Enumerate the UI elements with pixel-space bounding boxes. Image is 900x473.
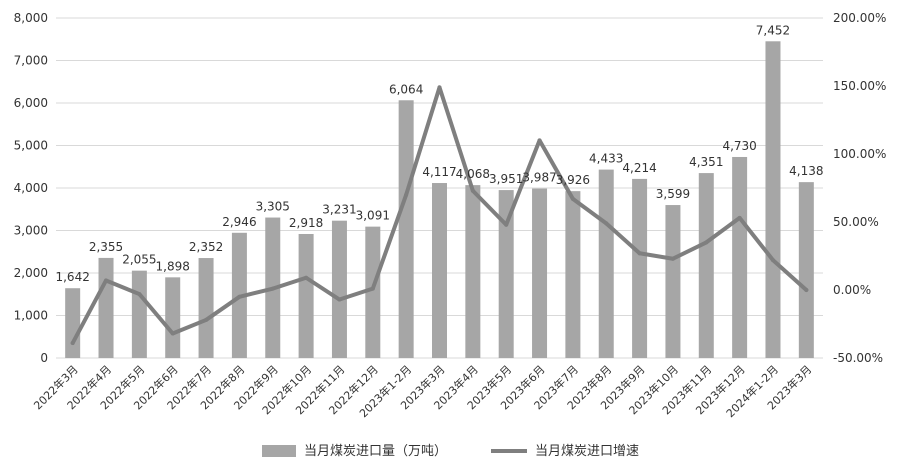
line-point [104,278,109,283]
line-point [237,294,242,299]
bar [65,288,81,358]
bar [732,156,748,358]
bar [598,169,614,358]
bar [465,185,481,358]
line-point [704,240,709,245]
bar [798,182,814,358]
bar-data-label: 1,642 [55,270,89,284]
bar [198,258,214,358]
y-left-tick-label: 6,000 [14,96,48,110]
bar [632,178,648,358]
bar [165,277,181,358]
bar-data-label: 2,918 [289,216,323,230]
line-point [570,196,575,201]
y-left-tick-label: 1,000 [14,309,48,323]
bar-data-label: 4,433 [589,152,623,166]
bar-data-label: 4,068 [456,167,490,181]
y-left-tick-label: 0 [40,351,48,365]
bar-data-label: 3,599 [656,187,690,201]
line-point [304,275,309,280]
line-point [137,292,142,297]
line-point [337,297,342,302]
bar [532,188,548,358]
y-right-tick-label: 150.00% [833,79,886,93]
legend-label-bar: 当月煤炭进口量（万吨） [304,444,447,459]
y-left-tick-label: 8,000 [14,11,48,25]
bar-data-label: 4,351 [689,155,723,169]
bar-data-label: 4,730 [722,139,756,153]
bar-data-label: 1,898 [156,259,190,273]
y-right-tick-label: 200.00% [833,11,886,25]
y-right-tick-label: -50.00% [833,351,883,365]
line-point [604,221,609,226]
bar [432,183,447,358]
y-left-tick-label: 5,000 [14,139,48,153]
line-point [470,188,475,193]
line-point [370,286,375,291]
line-point [637,251,642,256]
bar [665,205,681,358]
y-right-tick-label: 50.00% [833,215,879,229]
bar [98,257,114,358]
bar [365,226,381,358]
line-point [770,258,775,263]
line-point [504,222,509,227]
line-point [537,138,542,143]
line-point [70,341,75,346]
line-point [670,256,675,261]
line-point [404,192,409,197]
line-point [170,331,175,336]
line-point [270,286,275,291]
bar-data-label: 4,214 [622,161,656,175]
line-point [437,85,442,90]
bar-data-label: 3,305 [256,200,290,214]
bar [698,173,714,358]
y-left-tick-label: 4,000 [14,181,48,195]
y-left-tick-label: 3,000 [14,224,48,238]
legend-swatch-bar [262,445,296,457]
bar [298,233,314,358]
bar [765,41,781,358]
bar-data-label: 2,352 [189,240,223,254]
bar [131,270,147,358]
bar-data-label: 2,055 [122,253,156,267]
bar-data-label: 3,951 [489,172,523,186]
line-point [737,215,742,220]
bar [565,191,581,358]
bar-data-label: 3,926 [556,173,590,187]
bar-data-label: 2,355 [89,240,123,254]
line-point [804,288,809,292]
bar-data-label: 7,452 [756,23,790,37]
y-left-tick-label: 7,000 [14,54,48,68]
y-right-tick-label: 100.00% [833,147,886,161]
bar-data-label: 4,117 [422,165,456,179]
legend-label-line: 当月煤炭进口增速 [535,444,639,459]
y-right-tick-label: 0.00% [833,283,871,297]
bar [331,220,347,358]
bar-data-label: 3,231 [322,203,356,217]
bar [398,100,414,358]
bar-data-label: 2,946 [222,215,256,229]
bar-data-label: 4,138 [789,164,823,178]
bar-data-label: 3,091 [356,209,390,223]
bar-data-label: 3,987 [522,171,556,185]
y-left-tick-label: 2,000 [14,266,48,280]
line-point [204,317,209,322]
bar [498,190,514,358]
bar-data-label: 6,064 [389,82,423,96]
